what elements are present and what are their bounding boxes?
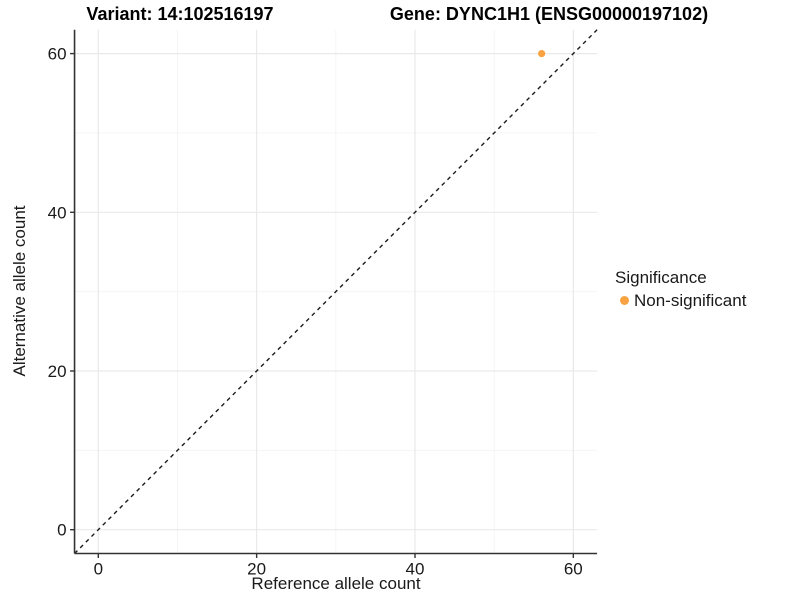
legend: Significance Non-significant: [615, 268, 795, 311]
legend-item-label: Non-significant: [634, 290, 747, 310]
identity-line: [74, 29, 598, 554]
y-tick-label: 40: [48, 203, 67, 222]
data-point: [538, 50, 546, 58]
x-tick-label: 20: [247, 560, 266, 579]
legend-items: Non-significant: [615, 290, 795, 311]
legend-item: Non-significant: [615, 290, 795, 311]
x-tick-label: 60: [564, 560, 583, 579]
variant-title: Variant: 14:102516197: [86, 4, 274, 24]
x-tick-label: 0: [94, 560, 103, 579]
gene-title: Gene: DYNC1H1 (ENSG00000197102): [389, 4, 709, 24]
x-tick-label: 40: [406, 560, 425, 579]
y-tick-label: 0: [57, 521, 66, 540]
legend-key-dot: [620, 296, 629, 305]
y-tick-label: 60: [48, 45, 67, 64]
y-axis-label: Alternative allele count: [10, 205, 29, 377]
x-axis-label: Reference allele count: [251, 574, 421, 593]
legend-title: Significance: [615, 268, 707, 287]
y-tick-label: 20: [48, 362, 67, 381]
